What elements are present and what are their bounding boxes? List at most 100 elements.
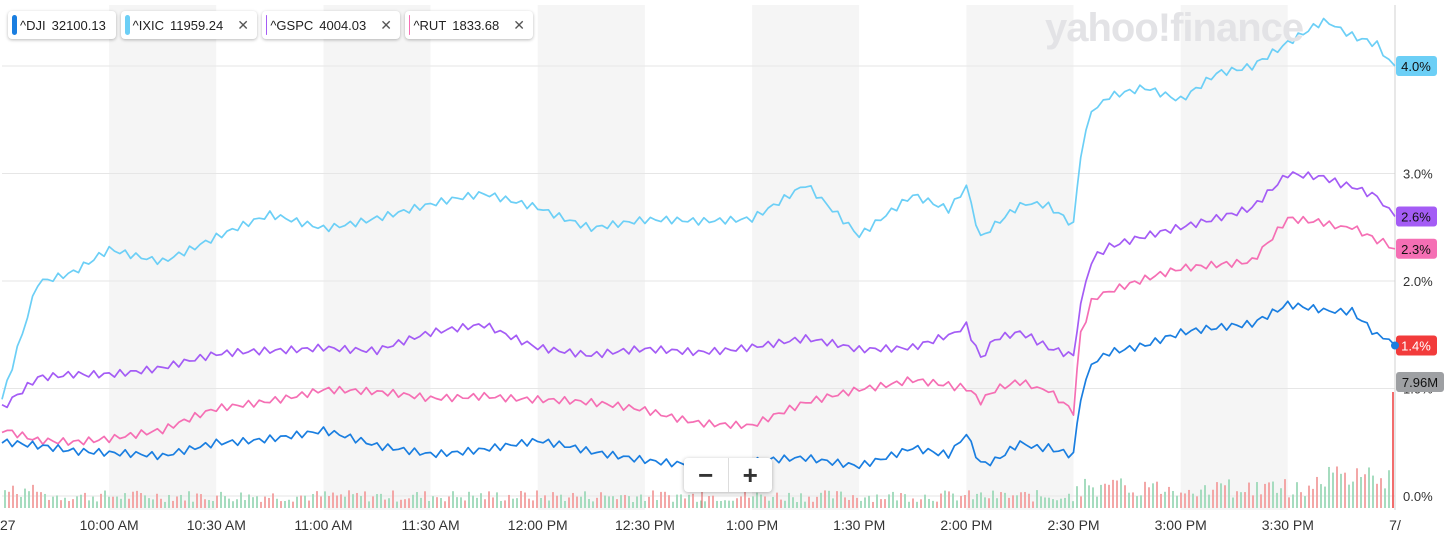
time-band <box>216 5 324 510</box>
volume-bar <box>712 495 714 508</box>
volume-bar <box>692 493 694 508</box>
volume-bar <box>288 499 290 508</box>
volume-bar <box>924 494 926 508</box>
volume-bar <box>392 490 394 508</box>
volume-bar <box>580 496 582 508</box>
volume-bar <box>1192 493 1194 508</box>
volume-bar <box>1328 466 1330 508</box>
volume-bar <box>1164 491 1166 508</box>
legend-color-swatch <box>125 15 130 35</box>
volume-bar <box>160 498 162 508</box>
remove-series-icon[interactable]: ✕ <box>380 16 392 33</box>
volume-bar <box>832 498 834 508</box>
volume-bar <box>1060 498 1062 508</box>
volume-bar <box>1128 492 1130 508</box>
volume-bar <box>1152 483 1154 508</box>
volume-bar <box>540 497 542 508</box>
volume-bar <box>1304 496 1306 508</box>
volume-bar <box>1324 486 1326 508</box>
volume-bar <box>1032 501 1034 508</box>
volume-bar <box>1212 489 1214 508</box>
volume-bar <box>428 500 430 508</box>
volume-bar <box>1372 475 1374 508</box>
volume-bar <box>716 500 718 508</box>
zoom-out-button[interactable]: − <box>684 458 729 492</box>
volume-bar <box>376 494 378 508</box>
y-tick-label: 3.0% <box>1403 167 1433 182</box>
x-tick-label: 12:30 PM <box>615 517 675 533</box>
volume-bar <box>552 492 554 508</box>
volume-bar <box>476 497 478 508</box>
volume-bar <box>872 501 874 508</box>
volume-bar <box>284 501 286 508</box>
volume-bar <box>972 499 974 508</box>
volume-bar <box>1020 492 1022 508</box>
volume-bar <box>516 498 518 508</box>
volume-bar <box>840 491 842 508</box>
volume-bar <box>444 501 446 508</box>
x-tick-label: 27 <box>0 517 16 533</box>
volume-bar <box>544 495 546 508</box>
volume-bar <box>1052 499 1054 508</box>
volume-bar <box>764 496 766 508</box>
volume-bar <box>968 490 970 508</box>
legend-symbol: ^DJI <box>20 17 46 33</box>
remove-series-icon[interactable]: ✕ <box>513 16 525 33</box>
volume-bar <box>1064 497 1066 508</box>
volume-bar <box>536 490 538 508</box>
legend-color-swatch <box>266 15 268 35</box>
volume-bar <box>1356 468 1358 508</box>
volume-bar <box>296 496 298 508</box>
volume-bar <box>732 500 734 508</box>
zoom-in-button[interactable]: + <box>742 459 758 490</box>
volume-bar <box>860 500 862 508</box>
volume-bar <box>64 497 66 508</box>
remove-series-icon[interactable]: ✕ <box>237 16 249 33</box>
legend-chip-ixic[interactable]: ^IXIC 11959.24 ✕ <box>121 11 257 39</box>
volume-bar <box>1316 476 1318 508</box>
volume-bar <box>1268 482 1270 508</box>
volume-bar <box>4 490 6 508</box>
volume-bar <box>1236 491 1238 508</box>
volume-bar <box>1260 494 1262 508</box>
volume-bar <box>932 500 934 508</box>
volume-bar <box>644 500 646 508</box>
volume-bar <box>1384 488 1386 508</box>
volume-bar <box>680 494 682 508</box>
volume-bar <box>980 492 982 508</box>
volume-bar <box>772 496 774 508</box>
volume-bar <box>344 496 346 508</box>
volume-bar <box>1144 481 1146 508</box>
volume-bar <box>224 496 226 508</box>
legend-chip-dji[interactable]: ^DJI 32100.13 <box>8 11 116 39</box>
volume-bar <box>96 501 98 508</box>
volume-bar <box>1076 486 1078 508</box>
volume-bar <box>1296 482 1298 508</box>
legend-chip-rut[interactable]: ^RUT 1833.68 ✕ <box>405 11 533 39</box>
x-tick-label: 7/ <box>1389 517 1401 533</box>
volume-bar <box>488 491 490 508</box>
series-line-rut <box>1 215 1396 446</box>
x-tick-label: 2:00 PM <box>940 517 992 533</box>
volume-bar <box>184 500 186 508</box>
volume-bar <box>736 498 738 508</box>
volume-bar <box>408 498 410 508</box>
volume-bar <box>192 501 194 508</box>
x-tick-label: 3:00 PM <box>1155 517 1207 533</box>
volume-bar <box>208 499 210 508</box>
volume-bar <box>1112 479 1114 508</box>
volume-bar <box>1380 478 1382 508</box>
volume-bar <box>900 493 902 508</box>
volume-bar <box>652 490 654 508</box>
series-value-label: 2.6% <box>1401 210 1431 225</box>
volume-bar <box>1276 492 1278 508</box>
volume-bar <box>1056 500 1058 508</box>
volume-bar <box>20 496 22 508</box>
volume-bar <box>328 496 330 508</box>
volume-bar <box>688 494 690 508</box>
series-line-ixic <box>1 17 1396 400</box>
x-tick-label: 11:00 AM <box>294 517 352 533</box>
volume-bar <box>1132 492 1134 508</box>
legend-chip-gspc[interactable]: ^GSPC 4004.03 ✕ <box>262 11 400 39</box>
